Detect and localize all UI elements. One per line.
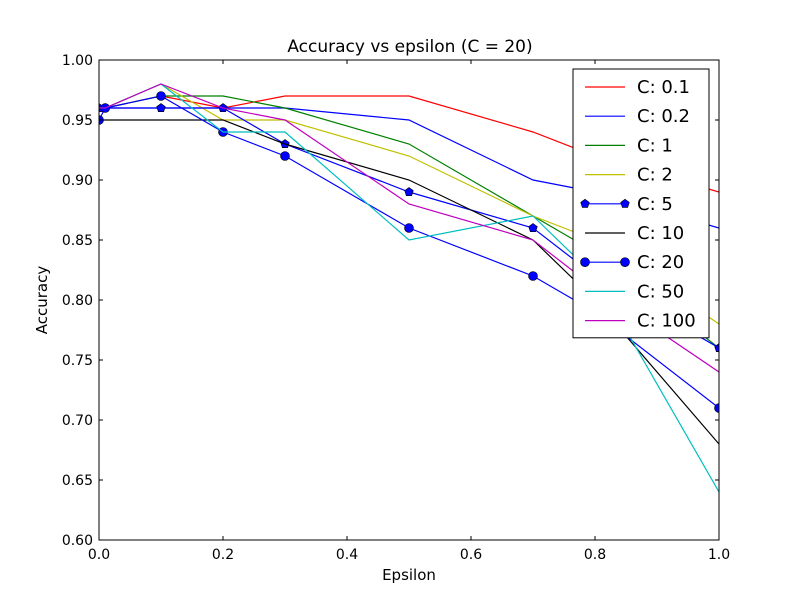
y-tick-label: 0.85 (62, 233, 93, 249)
y-tick-label: 0.70 (62, 413, 93, 429)
legend-label: C: 1 (637, 135, 673, 156)
data-point-c-20 (404, 223, 414, 233)
legend-label: C: 10 (637, 223, 684, 244)
legend-label: C: 100 (637, 311, 696, 332)
legend-label: C: 0.2 (637, 106, 690, 127)
y-tick-label: 0.75 (62, 353, 93, 369)
data-point-c-5 (714, 343, 719, 352)
legend-label: C: 5 (637, 194, 673, 215)
legend-item-c-1: C: 1 (585, 135, 673, 156)
data-point-c-20 (280, 151, 290, 161)
y-axis-title: Accuracy (33, 266, 51, 335)
legend-marker (620, 198, 630, 208)
legend: C: 0.1 C: 0.2 C: 1 C: 2 C: 5 C: 10 C: 20 C: 50 C… (572, 68, 710, 339)
legend-item-c-20: C: 20 (580, 252, 684, 273)
legend-item-c-2: C: 2 (585, 165, 673, 186)
axes: 0.0 0.2 0.4 0.6 0.8 1.0 0.60 0.65 0.70 0.75 0.80 0.… (62, 53, 730, 563)
legend-item-c-10: C: 10 (585, 223, 684, 244)
y-tick-label: 0.65 (62, 473, 93, 489)
legend-marker (580, 198, 590, 208)
data-point-c-20 (156, 91, 166, 101)
legend-item-c-0-2: C: 0.2 (585, 106, 690, 127)
x-tick-label: 0.8 (584, 547, 606, 563)
x-tick-label: 0.4 (336, 547, 358, 563)
y-tick-label: 0.90 (62, 173, 93, 189)
legend-item-c-50: C: 50 (585, 281, 684, 302)
x-tick-label: 1.0 (708, 547, 730, 563)
y-tick-label: 0.95 (62, 113, 93, 129)
x-tick-label: 0.6 (460, 547, 482, 563)
data-point-c-20 (528, 271, 538, 281)
y-tick-label: 1.00 (62, 53, 93, 69)
y-tick-label: 0.80 (62, 293, 93, 309)
x-tick-label: 0.0 (88, 547, 110, 563)
legend-item-c-5: C: 5 (580, 194, 673, 215)
y-tick-label: 0.60 (62, 533, 93, 549)
data-point-c-5 (156, 103, 166, 112)
chart-title: Accuracy vs epsilon (C = 20) (287, 37, 532, 57)
x-axis-title: Epsilon (382, 566, 436, 584)
legend-label: C: 0.1 (637, 77, 690, 98)
data-point-c-5 (528, 223, 538, 232)
legend-label: C: 20 (637, 252, 684, 273)
legend-marker (580, 257, 590, 268)
legend-item-c-100: C: 100 (585, 311, 696, 332)
legend-label: C: 2 (637, 165, 673, 186)
legend-marker (620, 257, 630, 268)
x-tick-label: 0.2 (212, 547, 234, 563)
legend-item-c-0-1: C: 0.1 (585, 77, 690, 98)
legend-label: C: 50 (637, 281, 684, 302)
data-point-c-20 (714, 403, 719, 413)
data-point-c-5 (404, 187, 414, 196)
